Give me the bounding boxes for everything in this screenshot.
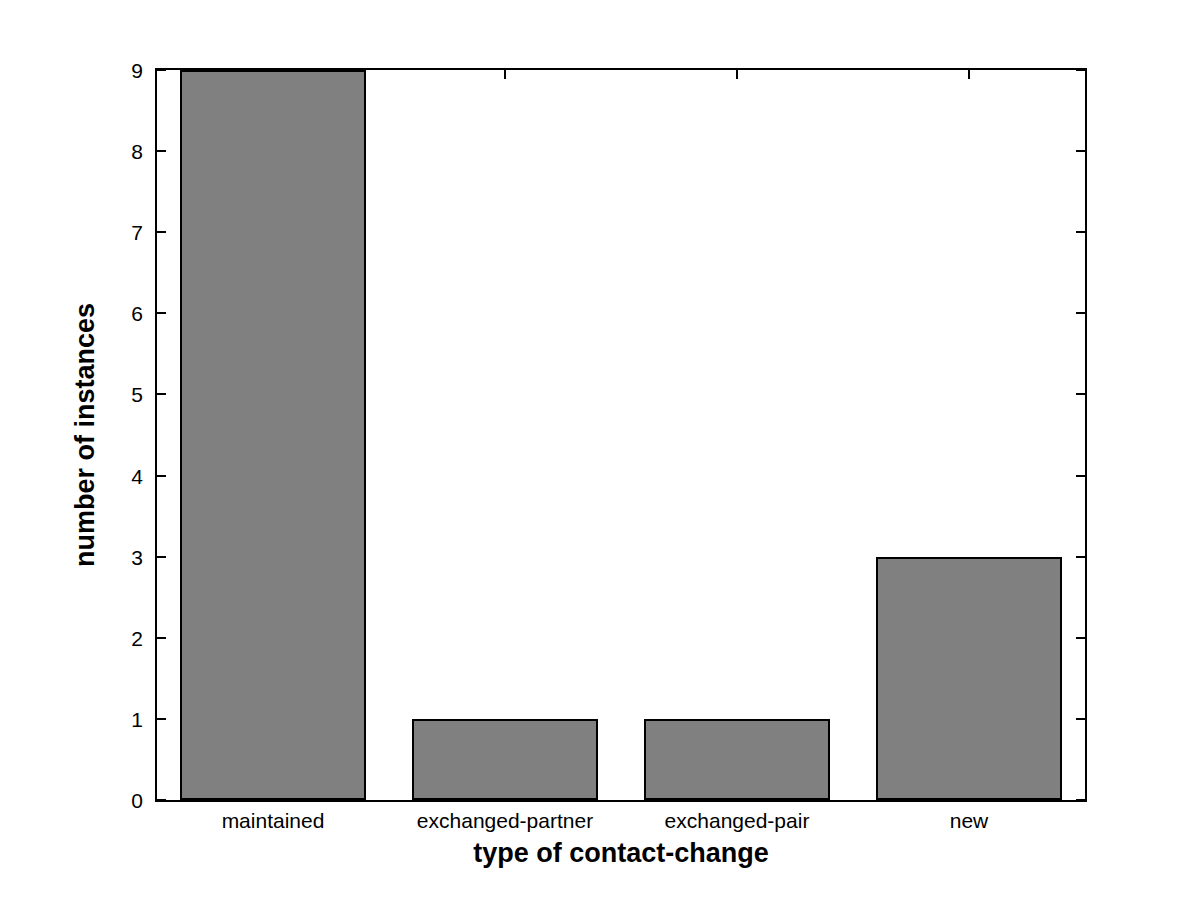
bar-maintained xyxy=(180,70,366,800)
y-axis-tick-left xyxy=(157,69,166,71)
y-axis-tick-left xyxy=(157,150,166,152)
y-axis-tick-left xyxy=(157,799,166,801)
y-tick-label: 9 xyxy=(93,60,143,81)
y-axis-tick-left xyxy=(157,393,166,395)
y-tick-label: 5 xyxy=(93,384,143,405)
y-tick-label: 6 xyxy=(93,303,143,324)
y-axis-tick-right xyxy=(1076,556,1085,558)
y-tick-label: 8 xyxy=(93,141,143,162)
y-axis-tick-left xyxy=(157,475,166,477)
y-tick-label: 3 xyxy=(93,547,143,568)
y-axis-tick-left xyxy=(157,312,166,314)
y-axis-title: number of instances xyxy=(70,303,101,567)
y-axis-tick-right xyxy=(1076,150,1085,152)
y-axis-tick-left xyxy=(157,718,166,720)
y-axis-tick-right xyxy=(1076,231,1085,233)
plot-area xyxy=(155,68,1087,802)
bar-exchanged-partner xyxy=(412,719,598,800)
y-tick-label: 2 xyxy=(93,628,143,649)
y-tick-label: 1 xyxy=(93,709,143,730)
y-axis-tick-right xyxy=(1076,718,1085,720)
x-axis-tick-top xyxy=(504,70,506,79)
x-axis-title: type of contact-change xyxy=(155,838,1087,869)
x-axis-tick-top xyxy=(736,70,738,79)
y-axis-tick-right xyxy=(1076,312,1085,314)
x-axis-tick-top xyxy=(968,70,970,79)
x-tick-label: new xyxy=(819,810,1119,831)
y-axis-tick-right xyxy=(1076,799,1085,801)
y-axis-tick-right xyxy=(1076,69,1085,71)
y-axis-tick-right xyxy=(1076,637,1085,639)
bar-exchanged-pair xyxy=(644,719,830,800)
y-axis-tick-left xyxy=(157,637,166,639)
y-axis-tick-left xyxy=(157,556,166,558)
y-tick-label: 4 xyxy=(93,466,143,487)
y-axis-tick-right xyxy=(1076,475,1085,477)
y-axis-tick-right xyxy=(1076,393,1085,395)
y-axis-tick-left xyxy=(157,231,166,233)
y-tick-label: 0 xyxy=(93,790,143,811)
bar-chart-figure: type of contact-change number of instanc… xyxy=(0,0,1201,901)
bar-new xyxy=(876,557,1062,800)
y-tick-label: 7 xyxy=(93,222,143,243)
